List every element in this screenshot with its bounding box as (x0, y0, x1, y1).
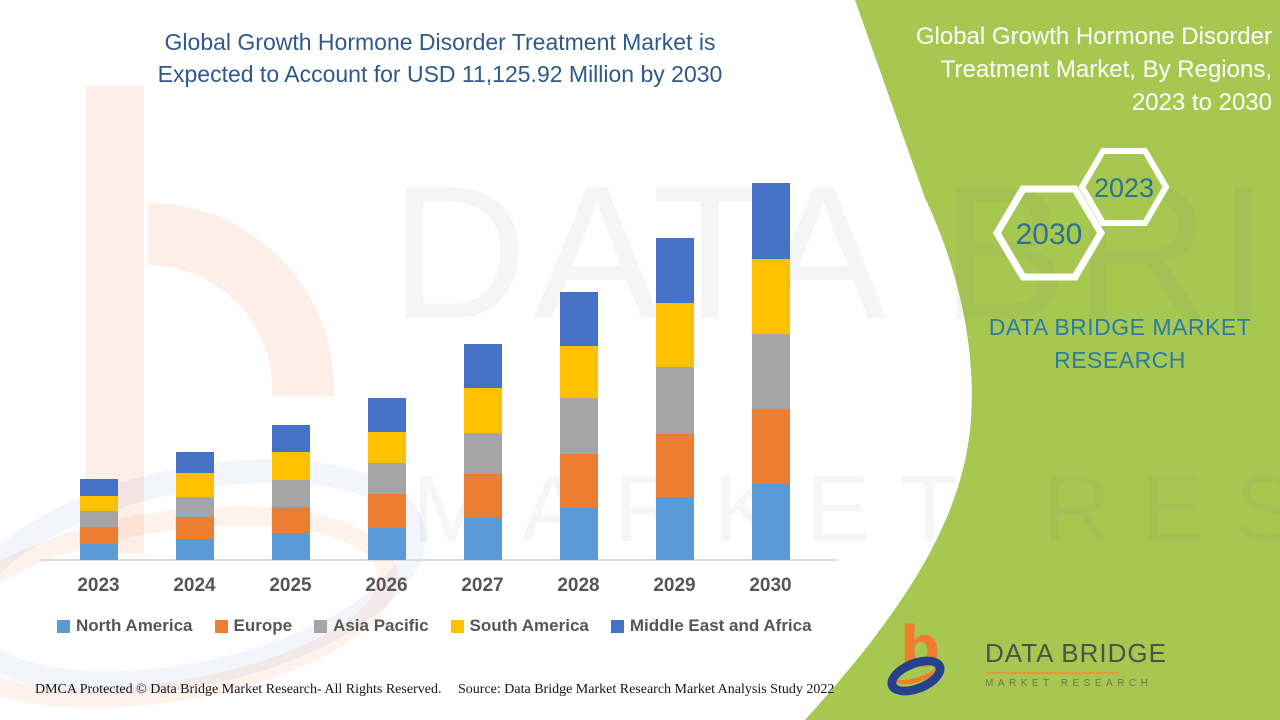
bar-segment-2025-north-america (271, 533, 310, 560)
x-axis-label-2028: 2028 (557, 575, 600, 596)
bar-segment-2024-middle-east-and-africa (175, 452, 214, 473)
panel-title-line1: Global Growth Hormone Disorder (915, 23, 1272, 50)
bar-segment-2029-south-america (655, 303, 694, 367)
bar-segment-2030-north-america (751, 484, 790, 560)
bar-segment-2025-south-america (271, 452, 310, 480)
bar-segment-2029-middle-east-and-africa (655, 238, 694, 303)
bar-segment-2024-north-america (175, 539, 214, 560)
bar-segment-2029-europe (655, 434, 694, 497)
hexagon-2023-label: 2023 (1094, 173, 1154, 203)
main-title-line2: Expected to Account for USD 11,125.92 Mi… (157, 61, 723, 87)
panel-title-line2: Treatment Market, By Regions, (940, 56, 1272, 83)
bar-segment-2025-europe (271, 507, 310, 533)
legend-label: North America (76, 616, 193, 635)
logo-wordmark: DATA BRIDGE (985, 638, 1167, 668)
bar-segment-2024-asia-pacific (175, 497, 214, 517)
bar-2027 (463, 344, 502, 560)
footer-source-text: Source: Data Bridge Market Research Mark… (458, 682, 835, 697)
logo-text: DATA BRIDGE MARKET RESEARCH (985, 638, 1167, 689)
legend-item-asia-pacific: Asia Pacific (314, 616, 429, 636)
x-axis-label-2030: 2030 (749, 575, 792, 596)
legend-label: South America (469, 616, 589, 635)
bar-segment-2024-south-america (175, 473, 214, 497)
bar-segment-2026-asia-pacific (367, 463, 406, 494)
bar-2023 (79, 479, 118, 560)
bar-segment-2029-asia-pacific (655, 367, 694, 434)
bar-2024 (175, 452, 214, 560)
brand-text-line1: DATA BRIDGE MARKET (988, 314, 1252, 340)
x-axis-label-2027: 2027 (461, 575, 504, 596)
hexagon-2030-label: 2030 (1016, 218, 1083, 251)
bar-segment-2030-south-america (751, 259, 790, 334)
bar-segment-2028-south-america (559, 346, 598, 398)
bar-segment-2025-asia-pacific (271, 480, 310, 507)
bar-segment-2025-middle-east-and-africa (271, 425, 310, 452)
legend-swatch-icon (314, 619, 328, 633)
bar-2025 (271, 425, 310, 560)
x-axis-line (40, 559, 837, 561)
bar-segment-2023-europe (79, 527, 118, 544)
bar-segment-2027-south-america (463, 388, 502, 433)
bar-segment-2023-middle-east-and-africa (79, 479, 118, 496)
bar-2030 (751, 183, 790, 560)
bar-2026 (367, 398, 406, 560)
bar-segment-2028-north-america (559, 508, 598, 560)
legend-item-south-america: South America (450, 616, 589, 636)
bar-segment-2028-europe (559, 454, 598, 508)
bar-segment-2028-middle-east-and-africa (559, 292, 598, 346)
legend-swatch-icon (57, 619, 70, 633)
bar-segment-2027-middle-east-and-africa (463, 344, 502, 388)
x-axis-label-2024: 2024 (173, 575, 216, 596)
data-bridge-logo: b DATA BRIDGE MARKET RESEARCH (881, 620, 1166, 706)
legend-item-middle-east-and-africa: Middle East and Africa (610, 616, 812, 636)
panel-title-line3: 2023 to 2030 (1131, 89, 1272, 116)
bar-segment-2023-asia-pacific (79, 511, 118, 527)
legend-label: Middle East and Africa (629, 616, 812, 635)
legend-swatch-icon (610, 619, 624, 633)
legend-item-north-america: North America (57, 616, 193, 636)
legend-item-europe: Europe (214, 616, 293, 636)
x-axis-label-2023: 2023 (77, 575, 120, 596)
bar-2029 (655, 238, 694, 560)
hexagon-2030 (992, 185, 1106, 281)
bar-segment-2030-asia-pacific (751, 334, 790, 409)
brand-text-line2: RESEARCH (1054, 347, 1186, 373)
bar-segment-2027-europe (463, 474, 502, 518)
bar-segment-2024-europe (175, 517, 214, 539)
bar-segment-2027-north-america (463, 518, 502, 560)
x-axis-label-2026: 2026 (365, 575, 408, 596)
bar-segment-2023-south-america (79, 496, 118, 511)
brand-text: DATA BRIDGE MARKET RESEARCH (955, 311, 1280, 377)
bar-segment-2027-asia-pacific (463, 433, 502, 474)
logo-underline (985, 672, 1118, 674)
hexagon-2023 (1078, 148, 1170, 226)
logo-b-icon: b (900, 615, 941, 680)
bar-segment-2026-europe (367, 494, 406, 528)
bar-segment-2030-middle-east-and-africa (751, 183, 790, 259)
legend-swatch-icon (450, 619, 464, 633)
bar-segment-2029-north-america (655, 497, 694, 560)
main-title-line1: Global Growth Hormone Disorder Treatment… (164, 29, 716, 55)
panel-title: Global Growth Hormone Disorder Treatment… (890, 20, 1272, 119)
main-title: Global Growth Hormone Disorder Treatment… (95, 26, 785, 90)
bar-segment-2026-south-america (367, 432, 406, 463)
legend-swatch-icon (214, 619, 228, 633)
bar-segment-2028-asia-pacific (559, 398, 598, 454)
x-axis-label-2029: 2029 (653, 575, 696, 596)
bar-segment-2026-middle-east-and-africa (367, 398, 406, 432)
bar-segment-2030-europe (751, 409, 790, 484)
hexagon-badges: 2030 2023 (992, 148, 1170, 281)
chart-legend: North America Europe Asia Pacific South Ame… (57, 616, 812, 636)
legend-label: Asia Pacific (333, 616, 429, 635)
logo-tagline: MARKET RESEARCH (985, 678, 1153, 689)
footer-dmca-text: DMCA Protected © Data Bridge Market Rese… (35, 682, 442, 697)
bar-segment-2026-north-america (367, 528, 406, 560)
legend-label: Europe (233, 616, 293, 635)
bar-segment-2023-north-america (79, 544, 118, 560)
bar-2028 (559, 292, 598, 560)
x-axis-label-2025: 2025 (269, 575, 312, 596)
